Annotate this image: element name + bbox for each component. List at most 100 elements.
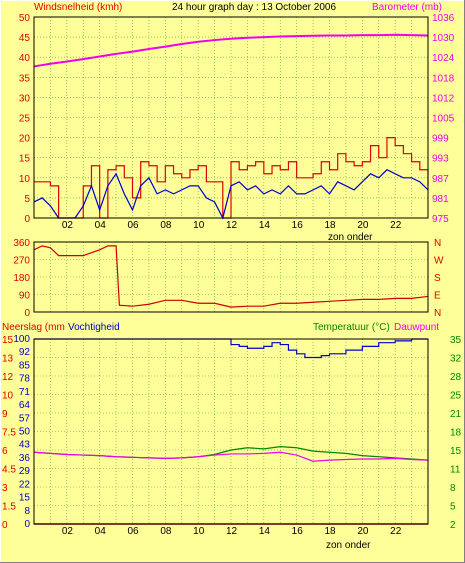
rain-tick-label: 13 — [2, 354, 14, 365]
barometer-tick-label: 993 — [432, 154, 449, 165]
x-tick-label: 06 — [128, 526, 140, 537]
wind-tick-label: 10 — [19, 174, 31, 185]
direction-tick-label: 270 — [13, 256, 30, 267]
compass-label: N — [434, 308, 441, 319]
x-tick-label: 14 — [259, 220, 271, 231]
compass-label: W — [434, 256, 444, 267]
x-tick-label: 16 — [292, 526, 304, 537]
barometer-axis-label: Barometer (mb) — [372, 2, 442, 13]
rain-tick-label: 4.5 — [2, 465, 16, 476]
direction-series-line — [33, 245, 429, 308]
rain-tick-label: 3 — [2, 483, 8, 494]
x-tick-label: 02 — [62, 220, 74, 231]
wind-tick-label: 45 — [19, 33, 31, 44]
compass-label: N — [434, 238, 441, 249]
dewpoint-series-line — [33, 451, 429, 462]
x-tick-label: 04 — [95, 526, 107, 537]
direction-tick-label: 90 — [19, 291, 31, 302]
rain-tick-label: 15 — [2, 335, 14, 346]
humidity-tick-label: 29 — [19, 466, 31, 477]
humidity-axis-label: Vochtigheid — [68, 322, 120, 333]
x-tick-label: 12 — [226, 526, 238, 537]
humidity-plot-frame — [33, 338, 429, 525]
rain-axis-label: Neerslag (mm — [2, 322, 65, 333]
wind-tick-label: 25 — [19, 114, 31, 125]
barometer-tick-label: 1005 — [432, 114, 455, 125]
wind-plot-frame — [33, 16, 429, 219]
humidity-tick-label: 8 — [24, 506, 30, 517]
temperature-tick-label: 32 — [450, 354, 462, 365]
wind-barometer-panel: 0 5 10 15 20 25 30 35 40 45 50 975 981 987 993 999 1005… — [19, 13, 455, 243]
barometer-tick-label: 975 — [432, 214, 449, 225]
x-tick-label: 08 — [160, 220, 172, 231]
wind-tick-label: 15 — [19, 154, 31, 165]
rain-tick-label: 1.5 — [2, 502, 16, 513]
temperature-axis-label: Temperatuur (°C) — [313, 322, 390, 333]
temperature-tick-label: 35 — [450, 335, 462, 346]
wind-tick-label: 35 — [19, 73, 31, 84]
humidity-tick-label: 43 — [19, 440, 31, 451]
direction-tick-label: 180 — [13, 273, 30, 284]
chart-title: 24 hour graph day : 13 October 2006 — [172, 2, 336, 13]
humidity-tick-label: 85 — [19, 360, 31, 371]
compass-label: S — [434, 273, 441, 284]
x-tick-label: 22 — [390, 526, 402, 537]
humidity-tick-label: 64 — [19, 400, 31, 411]
x-tick-label: 10 — [193, 220, 205, 231]
barometer-tick-label: 981 — [432, 194, 449, 205]
barometer-tick-label: 999 — [432, 134, 449, 145]
barometer-series-line — [33, 33, 429, 68]
humidity-tick-label: 50 — [19, 427, 31, 438]
x-tick-label: 20 — [357, 526, 369, 537]
temperature-tick-label: 8 — [450, 483, 456, 494]
humidity-tick-label: 36 — [19, 453, 31, 464]
sunset-label: zon onder — [328, 232, 373, 243]
x-tick-label: 16 — [292, 220, 304, 231]
direction-tick-label: 0 — [24, 308, 30, 319]
compass-label: E — [434, 291, 441, 302]
temperature-tick-label: 28 — [450, 372, 462, 383]
rain-tick-label: 9 — [2, 409, 8, 420]
temperature-tick-label: 11 — [450, 465, 461, 476]
rain-tick-label: 10 — [2, 391, 14, 402]
wind-tick-label: 50 — [19, 13, 31, 24]
x-tick-label: 04 — [95, 220, 107, 231]
temperature-tick-label: 21 — [450, 409, 462, 420]
humidity-tick-label: 57 — [19, 413, 31, 424]
x-tick-label: 22 — [390, 220, 402, 231]
barometer-tick-label: 1024 — [432, 53, 455, 64]
humidity-tick-label: 15 — [19, 493, 31, 504]
x-tick-label: 20 — [357, 220, 369, 231]
x-tick-label: 12 — [226, 220, 238, 231]
wind-gust-series-line — [34, 137, 429, 219]
barometer-tick-label: 1030 — [432, 33, 455, 44]
x-tick-label: 18 — [325, 526, 337, 537]
temperature-tick-label: 18 — [450, 428, 462, 439]
rain-tick-label: 0 — [2, 520, 8, 531]
humidity-tick-label: 22 — [19, 479, 31, 490]
direction-tick-label: 360 — [13, 238, 30, 249]
humidity-tick-label: 100 — [13, 334, 30, 345]
wind-tick-label: 0 — [24, 214, 30, 225]
humidity-tick-label: 71 — [19, 387, 31, 398]
direction-plot-frame — [33, 241, 429, 313]
x-tick-label: 14 — [259, 526, 271, 537]
x-tick-label: 08 — [160, 526, 172, 537]
barometer-tick-label: 987 — [432, 174, 449, 185]
rain-tick-label: 6 — [2, 446, 8, 457]
temperature-tick-label: 2 — [450, 520, 456, 531]
wind-x-ticks: 02 04 06 08 10 12 14 16 18 20 22 — [62, 220, 402, 231]
humidity-tick-label: 92 — [19, 347, 31, 358]
barometer-tick-label: 1018 — [432, 73, 455, 84]
wind-grid — [34, 17, 428, 218]
humidity-y-ticks: 0 8 15 22 29 36 43 50 57 64 71 78 85 92 100 — [13, 334, 30, 530]
wind-y-ticks: 0 5 10 15 20 25 30 35 40 45 50 — [19, 13, 31, 225]
temperature-tick-label: 25 — [450, 391, 462, 402]
humidity-tick-label: 78 — [19, 374, 31, 385]
barometer-tick-label: 1012 — [432, 93, 455, 104]
